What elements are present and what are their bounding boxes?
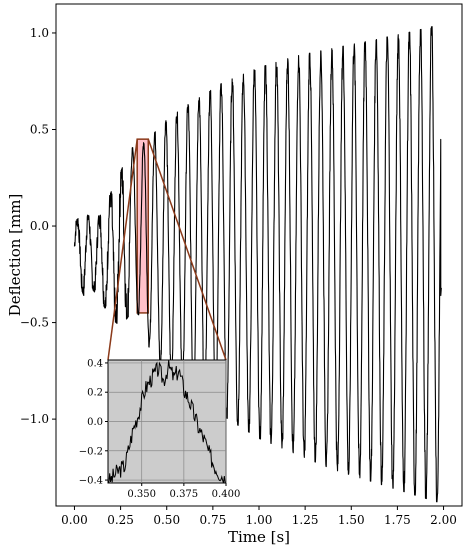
deflection-series-line: [73, 26, 442, 503]
x-tick-label: 0.25: [107, 513, 134, 527]
y-axis-ticks: −1.0 −0.5 0.0 0.5 1.0: [20, 26, 56, 426]
x-tick-label: 2.00: [430, 513, 457, 527]
x-tick-label: 1.50: [338, 513, 365, 527]
x-tick-label: 1.75: [384, 513, 411, 527]
y-tick-label: 0.0: [30, 219, 49, 233]
x-axis-label: Time [s]: [228, 528, 290, 546]
inset-x-tick-label: 0.350: [127, 489, 156, 500]
inset-y-tick-label: 0.0: [87, 417, 103, 428]
y-tick-label: 1.0: [30, 26, 49, 40]
x-tick-label: 1.25: [292, 513, 319, 527]
x-tick-label: 0.00: [61, 513, 88, 527]
zoom-highlight-box: [136, 138, 150, 314]
x-tick-label: 0.50: [153, 513, 180, 527]
zoom-highlight: [136, 138, 150, 314]
y-tick-label: −0.5: [20, 316, 49, 330]
inset-zoom-plot: 0.350 0.375 0.400 −0.4 −0.2 0.0 0.2 0.4: [79, 358, 241, 500]
inset-x-axis-ticks: 0.350 0.375 0.400: [127, 483, 240, 500]
inset-y-tick-label: −0.4: [79, 476, 103, 487]
y-tick-label: 0.5: [30, 123, 49, 137]
zoom-connector-left: [107, 139, 138, 361]
inset-series-line: [108, 359, 226, 484]
zoom-connector-right: [147, 138, 227, 361]
inset-y-tick-label: −0.2: [79, 446, 103, 457]
x-tick-label: 0.75: [200, 513, 227, 527]
y-axis-label: Deflection [mm]: [6, 194, 24, 317]
y-tick-label: −1.0: [20, 412, 49, 426]
x-axis-ticks: 0.00 0.25 0.50 0.75 1.00 1.25 1.50 1.75 2.00: [61, 506, 457, 527]
x-tick-label: 1.00: [246, 513, 273, 527]
inset-x-tick-label: 0.400: [212, 489, 241, 500]
inset-y-tick-label: 0.2: [87, 388, 103, 399]
zoom-connectors: [107, 138, 227, 361]
main-series: [73, 26, 442, 503]
inset-y-tick-label: 0.4: [87, 358, 103, 369]
inset-series: [108, 359, 226, 484]
inset-x-tick-label: 0.375: [170, 489, 199, 500]
inset-y-axis-ticks: −0.4 −0.2 0.0 0.2 0.4: [79, 358, 108, 487]
inset-grid: [108, 360, 227, 483]
